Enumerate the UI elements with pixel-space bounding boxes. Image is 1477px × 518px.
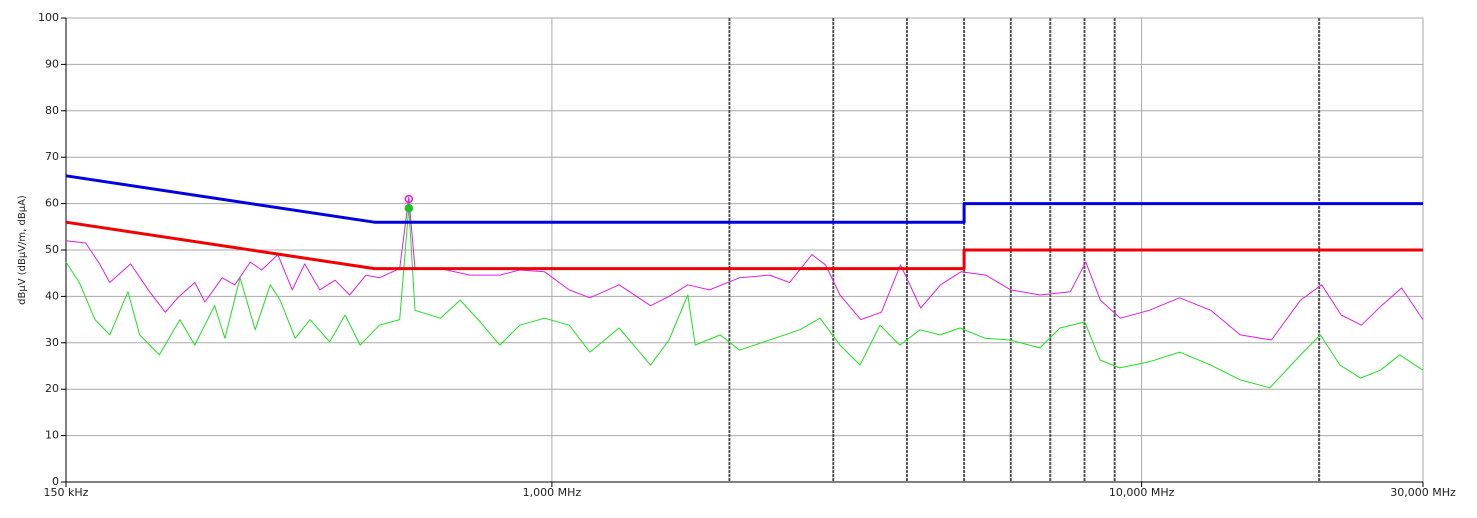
y-tick-label: 60 — [45, 197, 59, 210]
x-tick-label: 1,000 MHz — [523, 486, 582, 499]
y-tick-label: 0 — [52, 475, 59, 488]
x-tick-label: 10,000 MHz — [1109, 486, 1175, 499]
y-tick-label: 100 — [38, 11, 59, 24]
peak-marker — [404, 203, 414, 213]
series-line — [65, 174, 1423, 224]
y-tick-label: 40 — [45, 289, 59, 302]
y-tick-label: 20 — [45, 382, 59, 395]
y-tick-label: 50 — [45, 243, 59, 256]
series-line — [65, 206, 1424, 389]
y-tick-label: 80 — [45, 104, 59, 117]
x-tick-label: 30,000 MHz — [1390, 486, 1456, 499]
y-tick-label: 10 — [45, 429, 59, 442]
series-line — [65, 220, 1423, 271]
series-line — [65, 196, 1424, 341]
y-tick-label: 30 — [45, 336, 59, 349]
x-tick-label: 150 kHz — [44, 486, 89, 499]
y-tick-label: 70 — [45, 150, 59, 163]
y-axis-label: dBµV (dBµV/m, dBµA) — [17, 195, 28, 305]
y-tick-label: 90 — [45, 57, 59, 70]
peak-marker — [404, 194, 414, 204]
